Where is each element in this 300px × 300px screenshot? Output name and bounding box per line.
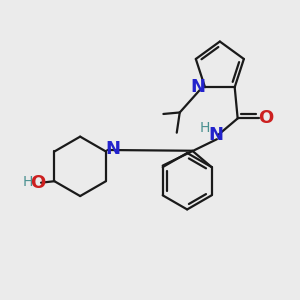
- Text: H: H: [200, 121, 210, 135]
- Text: N: N: [190, 78, 205, 96]
- Text: O: O: [258, 110, 273, 128]
- Text: N: N: [208, 126, 224, 144]
- Text: H: H: [22, 175, 33, 189]
- Text: N: N: [105, 140, 120, 158]
- Text: O: O: [30, 174, 45, 192]
